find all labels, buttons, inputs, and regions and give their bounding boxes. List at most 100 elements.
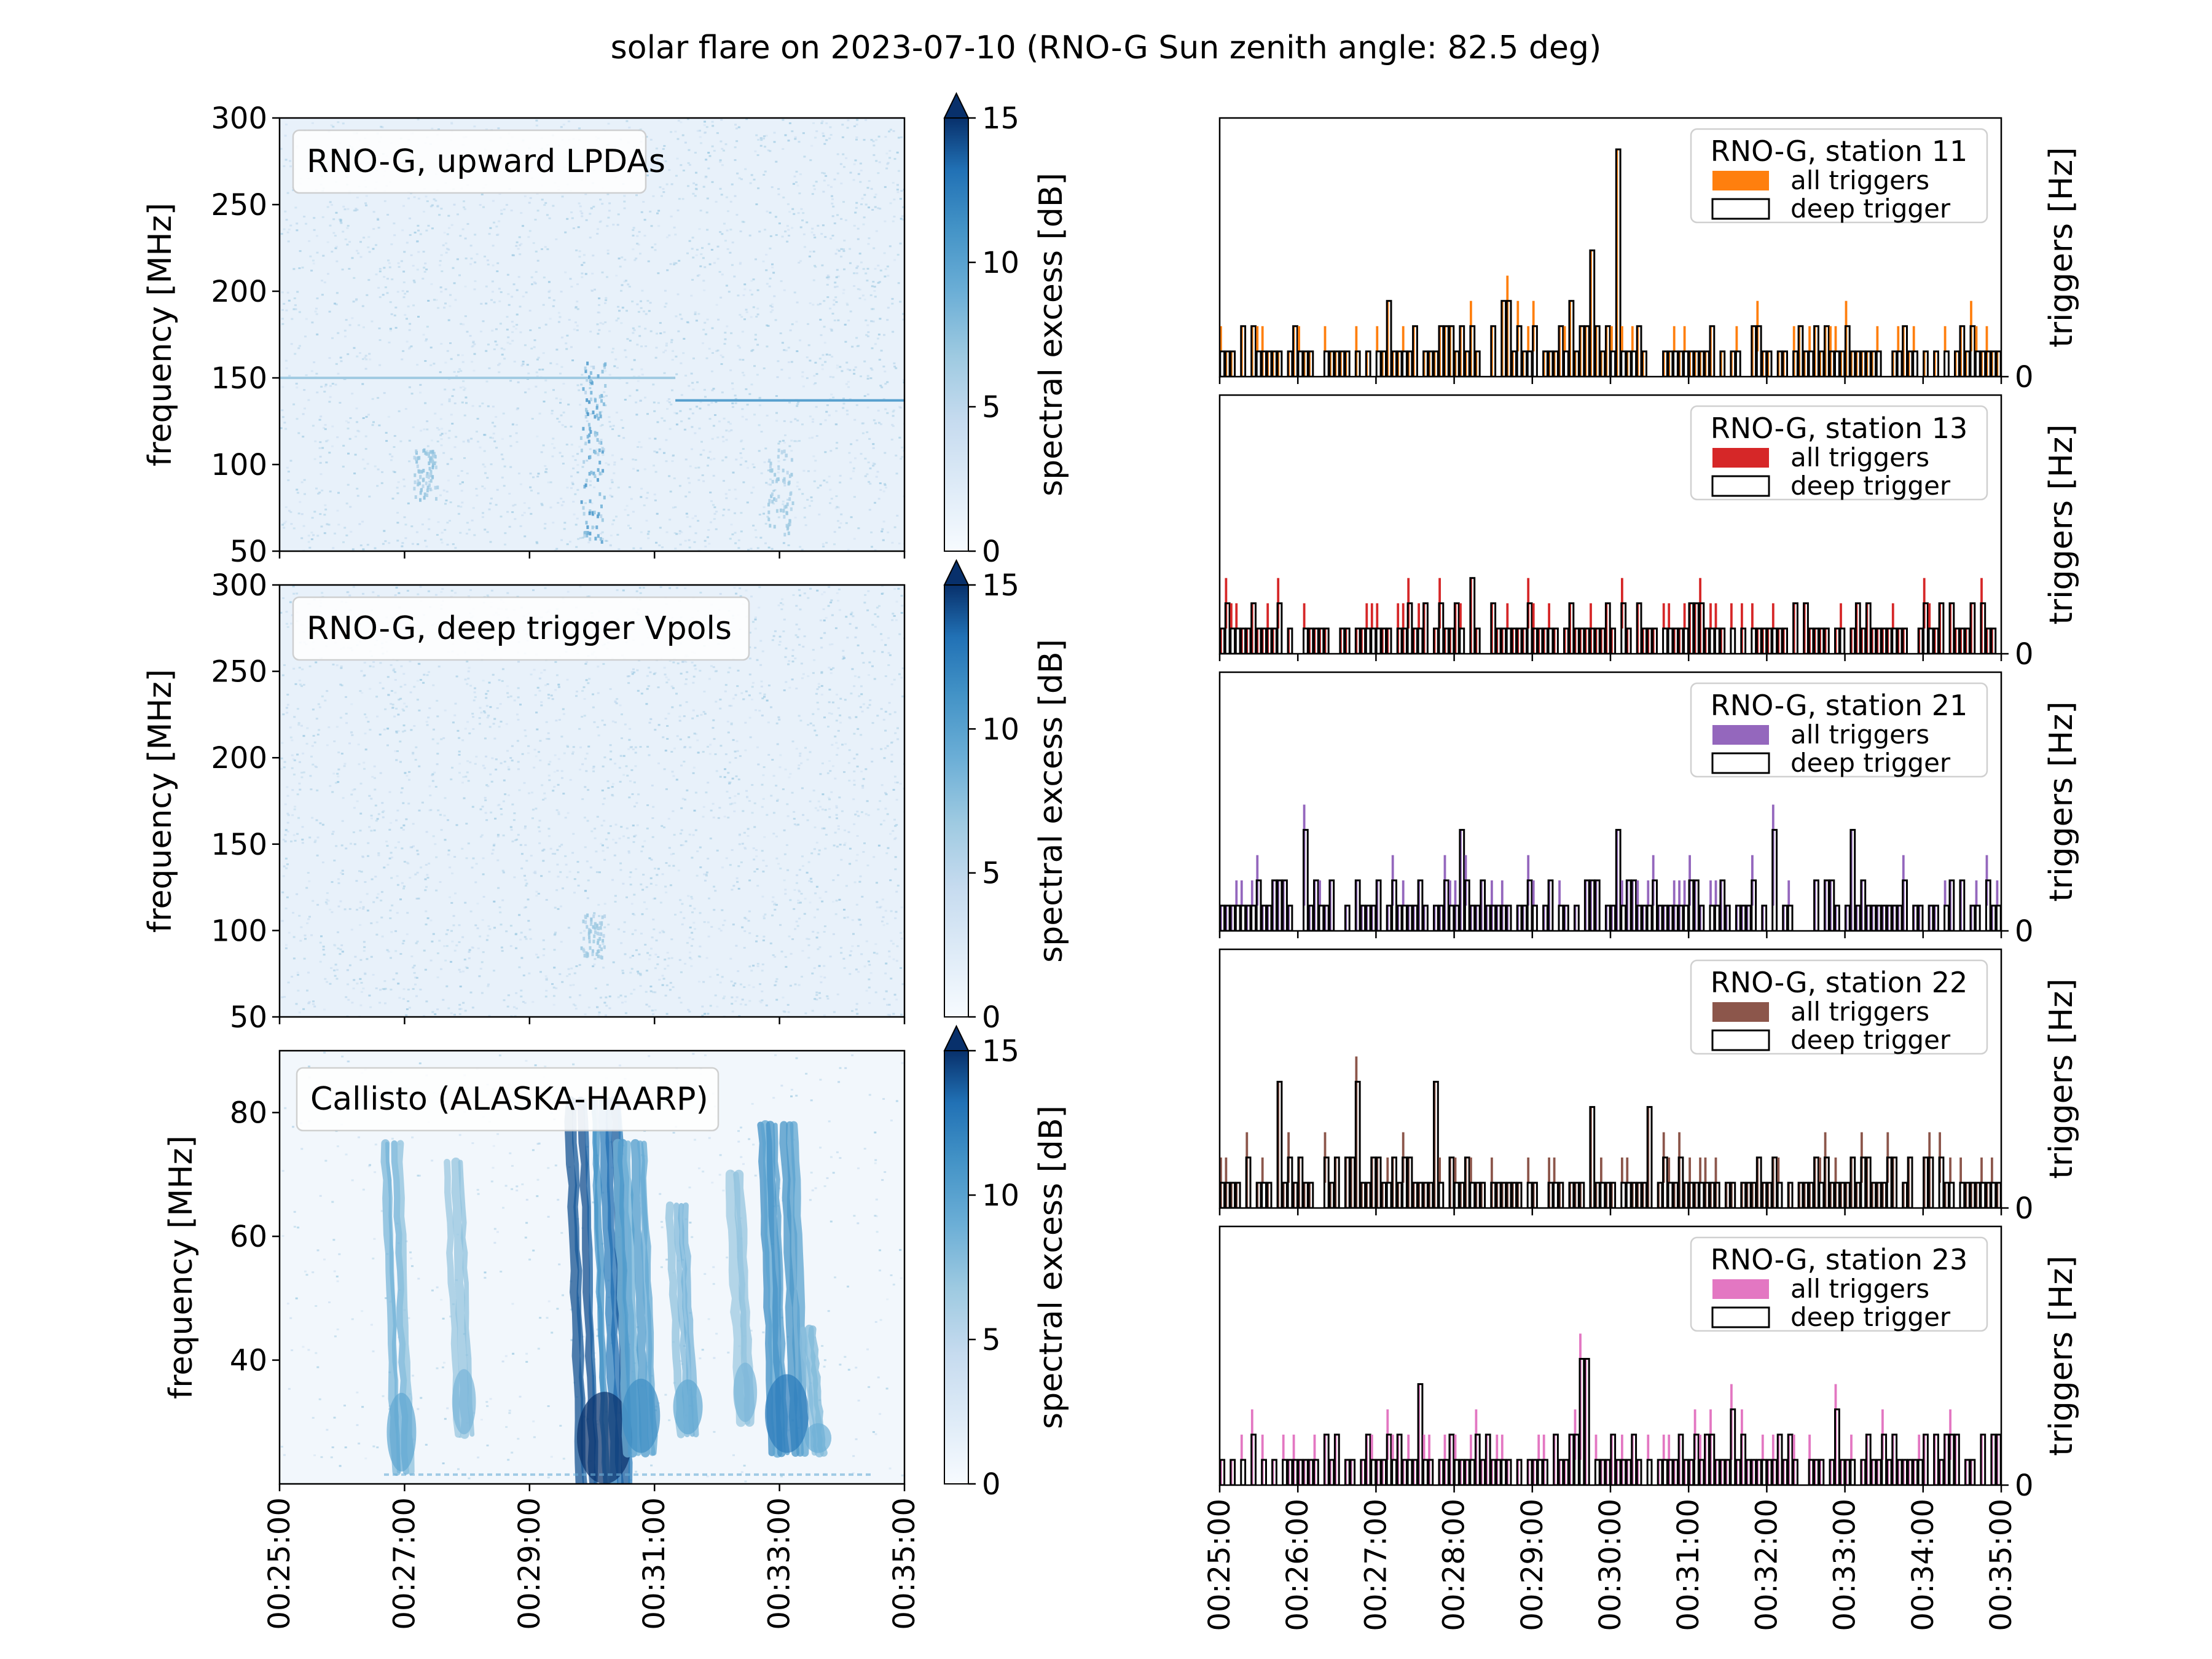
noise-pixel xyxy=(527,745,530,747)
noise-pixel xyxy=(665,862,668,864)
noise-pixel xyxy=(378,424,381,426)
noise-pixel xyxy=(583,698,586,700)
noise-pixel xyxy=(680,164,683,167)
burst-pixel xyxy=(417,469,420,473)
noise-pixel xyxy=(599,425,602,427)
noise-pixel xyxy=(700,441,703,443)
noise-pixel xyxy=(348,964,351,967)
noise-pixel xyxy=(789,329,792,332)
noise-pixel xyxy=(508,768,511,771)
noise-pixel xyxy=(807,675,810,677)
noise-pixel xyxy=(472,857,475,860)
noise-pixel xyxy=(702,815,705,818)
noise-pixel xyxy=(649,954,652,957)
noise-pixel xyxy=(796,405,799,407)
noise-pixel xyxy=(337,931,339,933)
burst-pixel xyxy=(434,465,437,469)
noise-pixel xyxy=(807,597,810,599)
noise-pixel xyxy=(506,342,509,344)
noise-pixel xyxy=(449,294,452,296)
noise-pixel xyxy=(707,1013,710,1015)
noise-pixel xyxy=(480,331,482,332)
noise-pixel xyxy=(608,374,611,376)
noise-pixel xyxy=(843,967,846,969)
noise-pixel xyxy=(563,752,566,755)
noise-pixel xyxy=(444,839,447,841)
noise-pixel xyxy=(624,953,627,955)
noise-pixel xyxy=(564,426,567,428)
noise-pixel xyxy=(356,355,359,358)
noise-pixel xyxy=(431,738,434,740)
noise-pixel xyxy=(725,439,728,441)
noise-pixel xyxy=(783,349,786,351)
noise-pixel xyxy=(450,224,453,226)
noise-pixel xyxy=(302,735,305,737)
noise-pixel xyxy=(621,284,624,286)
noise-pixel xyxy=(391,455,394,458)
noise-pixel xyxy=(414,983,417,986)
noise-pixel xyxy=(795,181,798,183)
noise-pixel xyxy=(312,425,315,427)
noise-pixel xyxy=(735,775,738,777)
noise-pixel xyxy=(672,775,675,777)
noise-pixel xyxy=(767,469,770,472)
noise-pixel xyxy=(879,488,882,491)
noise-pixel xyxy=(339,219,342,221)
noise-pixel xyxy=(529,486,532,488)
noise-pixel xyxy=(445,985,449,987)
noise-pixel xyxy=(512,819,516,822)
noise-pixel xyxy=(333,860,336,861)
noise-pixel xyxy=(699,592,702,594)
noise-pixel xyxy=(649,877,653,879)
noise-pixel xyxy=(432,933,435,935)
noise-pixel xyxy=(438,214,441,216)
noise-pixel xyxy=(877,409,880,412)
noise-pixel xyxy=(751,349,755,351)
noise-pixel xyxy=(323,532,326,535)
noise-pixel xyxy=(804,747,807,749)
noise-pixel xyxy=(606,253,610,255)
noise-pixel xyxy=(432,684,435,686)
noise-pixel xyxy=(893,588,896,590)
noise-pixel xyxy=(337,768,340,771)
noise-pixel xyxy=(857,527,860,530)
noise-pixel xyxy=(791,740,794,743)
noise-pixel xyxy=(319,822,322,825)
noise-pixel xyxy=(531,817,534,820)
noise-pixel xyxy=(714,414,716,416)
noise-pixel xyxy=(542,352,545,355)
noise-pixel xyxy=(351,789,355,791)
noise-pixel xyxy=(592,693,594,696)
noise-pixel xyxy=(758,396,761,399)
noise-pixel xyxy=(820,593,823,595)
noise-pixel xyxy=(331,203,334,206)
noise-pixel xyxy=(571,359,575,361)
noise-pixel xyxy=(678,485,681,487)
noise-pixel xyxy=(489,502,492,504)
noise-pixel xyxy=(375,921,378,924)
noise-pixel xyxy=(514,839,517,841)
noise-pixel xyxy=(797,902,800,904)
noise-pixel xyxy=(670,957,673,959)
noise-pixel xyxy=(440,343,443,345)
noise-pixel xyxy=(518,236,521,238)
noise-pixel xyxy=(704,175,707,178)
noise-pixel xyxy=(737,126,740,128)
noise-pixel xyxy=(401,542,404,544)
noise-pixel xyxy=(880,386,884,388)
noise-pixel xyxy=(739,263,742,265)
noise-pixel xyxy=(324,699,327,702)
noise-pixel xyxy=(813,383,815,385)
noise-pixel xyxy=(819,318,822,321)
noise-pixel xyxy=(853,369,855,371)
noise-pixel xyxy=(426,200,429,202)
noise-pixel xyxy=(339,356,342,359)
noise-pixel xyxy=(633,893,636,896)
noise-pixel xyxy=(683,746,686,748)
noise-pixel xyxy=(730,429,733,431)
noise-pixel xyxy=(796,874,799,876)
noise-pixel xyxy=(782,1010,785,1013)
noise-pixel xyxy=(734,195,737,197)
noise-pixel xyxy=(400,791,403,794)
noise-pixel xyxy=(836,993,839,995)
